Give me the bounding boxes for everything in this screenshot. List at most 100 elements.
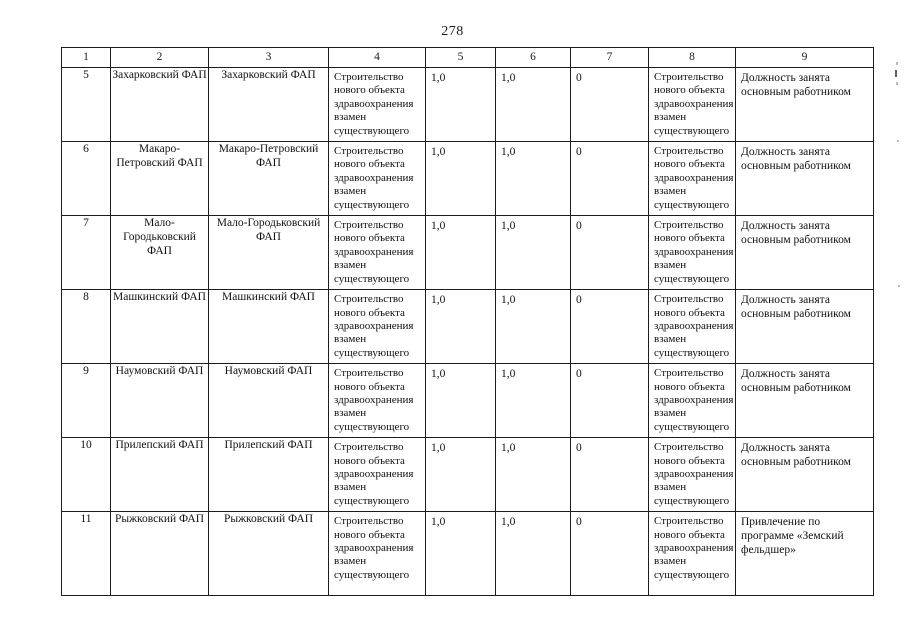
facility-name: Захарковский ФАП <box>110 66 209 143</box>
value-col6-text: 1,0 <box>501 442 516 455</box>
facility-name-alt: Наумовский ФАП <box>208 363 329 439</box>
value-col5-text: 1,0 <box>431 516 446 529</box>
staffing-note: Должность занята основным работником <box>735 141 874 217</box>
staffing-note: Привлечение по программе «Земский фельдш… <box>735 511 874 597</box>
value-col6: 1,0 <box>495 215 571 291</box>
value-col7-text: 0 <box>576 146 582 159</box>
column-number-5: 5 <box>425 47 496 68</box>
value-col5-text: 1,0 <box>431 442 446 455</box>
facility-name-alt: Машкинский ФАП <box>208 289 329 365</box>
plan-description-text: Строительство нового объекта здравоохран… <box>654 367 734 433</box>
value-col6: 1,0 <box>495 511 571 597</box>
row-index: 11 <box>61 511 111 597</box>
row-index: 7 <box>61 215 111 291</box>
value-col7-text: 0 <box>576 220 582 233</box>
table-row: 8 Машкинский ФАП Машкинский ФАП Строител… <box>61 289 874 365</box>
value-col5: 1,0 <box>425 437 496 513</box>
facility-name-alt: Мало-Городьковский ФАП <box>208 215 329 291</box>
value-col6: 1,0 <box>495 66 571 143</box>
facility-name: Макаро-Петровский ФАП <box>110 141 209 217</box>
column-number-1: 1 <box>61 47 111 68</box>
value-col6: 1,0 <box>495 437 571 513</box>
table-row: 7 Мало-Городьковский ФАП Мало-Городьковс… <box>61 215 874 291</box>
measure-description: Строительство нового объекта здравоохран… <box>328 215 426 291</box>
measure-description-text: Строительство нового объекта здравоохран… <box>334 515 414 581</box>
row-index: 6 <box>61 141 111 217</box>
staffing-note-text: Должность занята основным работником <box>741 442 851 469</box>
plan-description-text: Строительство нового объекта здравоохран… <box>654 293 734 359</box>
column-number-row: 1 2 3 4 5 6 7 8 9 <box>61 47 874 68</box>
value-col7: 0 <box>570 289 649 365</box>
value-col5-text: 1,0 <box>431 294 446 307</box>
column-number-2: 2 <box>110 47 209 68</box>
value-col5: 1,0 <box>425 363 496 439</box>
measure-description: Строительство нового объекта здравоохран… <box>328 511 426 597</box>
measure-description-text: Строительство нового объекта здравоохран… <box>334 367 414 433</box>
document-table-container: 1 2 3 4 5 6 7 8 9 5 Захарковский ФАП Зах… <box>61 47 874 597</box>
plan-description-text: Строительство нового объекта здравоохран… <box>654 71 734 137</box>
value-col7: 0 <box>570 437 649 513</box>
value-col6-text: 1,0 <box>501 220 516 233</box>
staffing-note-text: Должность занята основным работником <box>741 72 851 99</box>
value-col7-text: 0 <box>576 442 582 455</box>
measure-description: Строительство нового объекта здравоохран… <box>328 141 426 217</box>
table-row: 6 Макаро-Петровский ФАП Макаро-Петровски… <box>61 141 874 217</box>
staffing-note-text: Должность занята основным работником <box>741 368 851 395</box>
facility-name: Наумовский ФАП <box>110 363 209 439</box>
value-col5: 1,0 <box>425 511 496 597</box>
facility-name-alt: Прилепский ФАП <box>208 437 329 513</box>
value-col6: 1,0 <box>495 363 571 439</box>
staffing-note-text: Должность занята основным работником <box>741 146 851 173</box>
facility-name: Машкинский ФАП <box>110 289 209 365</box>
measure-description-text: Строительство нового объекта здравоохран… <box>334 441 414 507</box>
staffing-note-text: Привлечение по программе «Земский фельдш… <box>741 516 844 557</box>
plan-description: Строительство нового объекта здравоохран… <box>648 363 736 439</box>
plan-description: Строительство нового объекта здравоохран… <box>648 511 736 597</box>
plan-description: Строительство нового объекта здравоохран… <box>648 437 736 513</box>
row-index: 9 <box>61 363 111 439</box>
facility-name: Прилепский ФАП <box>110 437 209 513</box>
measure-description: Строительство нового объекта здравоохран… <box>328 437 426 513</box>
value-col5-text: 1,0 <box>431 146 446 159</box>
column-number-7: 7 <box>570 47 649 68</box>
plan-description: Строительство нового объекта здравоохран… <box>648 66 736 143</box>
plan-description: Строительство нового объекта здравоохран… <box>648 215 736 291</box>
value-col6-text: 1,0 <box>501 72 516 84</box>
staffing-note: Должность занята основным работником <box>735 289 874 365</box>
table-row: 5 Захарковский ФАП Захарковский ФАП Стро… <box>61 66 874 143</box>
measure-description: Строительство нового объекта здравоохран… <box>328 66 426 143</box>
row-index: 8 <box>61 289 111 365</box>
plan-description-text: Строительство нового объекта здравоохран… <box>654 515 734 581</box>
plan-description: Строительство нового объекта здравоохран… <box>648 289 736 365</box>
staffing-note: Должность занята основным работником <box>735 66 874 143</box>
table-row: 11 Рыжковский ФАП Рыжковский ФАП Строите… <box>61 511 874 597</box>
value-col7-text: 0 <box>576 516 582 529</box>
value-col7: 0 <box>570 363 649 439</box>
value-col7-text: 0 <box>576 72 582 84</box>
measure-description: Строительство нового объекта здравоохран… <box>328 363 426 439</box>
column-number-4: 4 <box>328 47 426 68</box>
scan-artifact <box>896 82 898 85</box>
value-col7-text: 0 <box>576 368 582 381</box>
value-col6-text: 1,0 <box>501 146 516 159</box>
measure-description-text: Строительство нового объекта здравоохран… <box>334 145 414 211</box>
scan-artifact <box>898 285 900 287</box>
value-col7: 0 <box>570 511 649 597</box>
measure-description-text: Строительство нового объекта здравоохран… <box>334 71 414 137</box>
value-col5: 1,0 <box>425 141 496 217</box>
value-col5: 1,0 <box>425 289 496 365</box>
table-row: 10 Прилепский ФАП Прилепский ФАП Строите… <box>61 437 874 513</box>
value-col5-text: 1,0 <box>431 220 446 233</box>
measure-description-text: Строительство нового объекта здравоохран… <box>334 293 414 359</box>
value-col7-text: 0 <box>576 294 582 307</box>
column-number-9: 9 <box>735 47 874 68</box>
row-index: 10 <box>61 437 111 513</box>
value-col6-text: 1,0 <box>501 294 516 307</box>
column-number-3: 3 <box>208 47 329 68</box>
value-col5: 1,0 <box>425 215 496 291</box>
value-col7: 0 <box>570 215 649 291</box>
plan-description-text: Строительство нового объекта здравоохран… <box>654 219 734 285</box>
plan-description-text: Строительство нового объекта здравоохран… <box>654 145 734 211</box>
table-row: 9 Наумовский ФАП Наумовский ФАП Строител… <box>61 363 874 439</box>
staffing-note-text: Должность занята основным работником <box>741 294 851 321</box>
